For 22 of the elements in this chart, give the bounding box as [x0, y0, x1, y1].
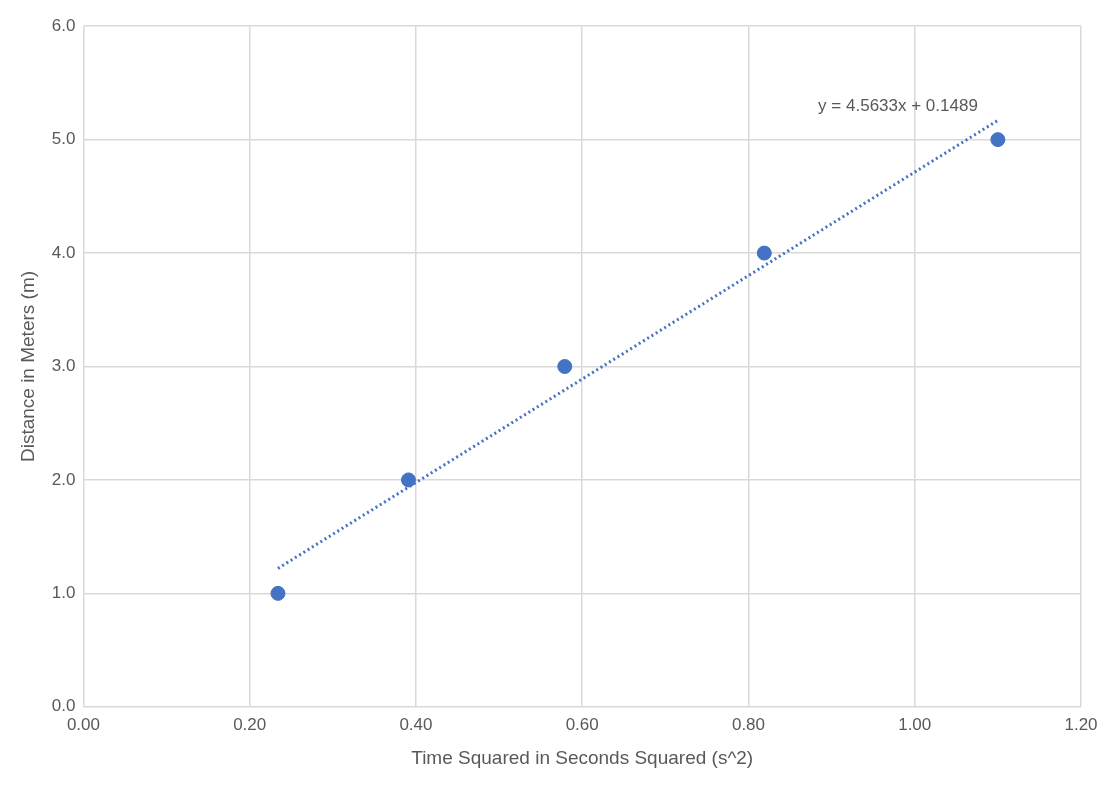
x-tick-label: 0.40 — [399, 714, 433, 734]
y-axis-title: Distance in Meters (m) — [16, 270, 38, 463]
y-tick-label: 3.0 — [51, 356, 76, 376]
y-tick-label: 6.0 — [51, 15, 76, 35]
x-tick-label: 0.80 — [731, 714, 766, 734]
x-tick-label: 1.00 — [898, 714, 932, 734]
y-tick-label: 0.0 — [51, 696, 76, 716]
x-tick-label: 1.20 — [1064, 714, 1098, 734]
x-tick-label: 0.60 — [565, 714, 599, 734]
point — [990, 132, 1006, 148]
point — [756, 245, 772, 261]
y-tick-label: 4.0 — [51, 242, 76, 262]
y-tick-label: 1.0 — [51, 583, 76, 603]
point — [557, 359, 573, 374]
x-tick-label: 0.20 — [233, 714, 267, 734]
point — [270, 585, 286, 601]
y-tick-label: 5.0 — [51, 129, 76, 149]
x-axis-title: Time Squared in Seconds Squared (s^2) — [411, 746, 754, 768]
annotation: y = 4.5633x + 0.1489 — [818, 96, 978, 116]
y-tick-label: 2.0 — [51, 469, 76, 489]
point — [400, 472, 416, 488]
x-tick-label: 0.00 — [66, 714, 100, 734]
